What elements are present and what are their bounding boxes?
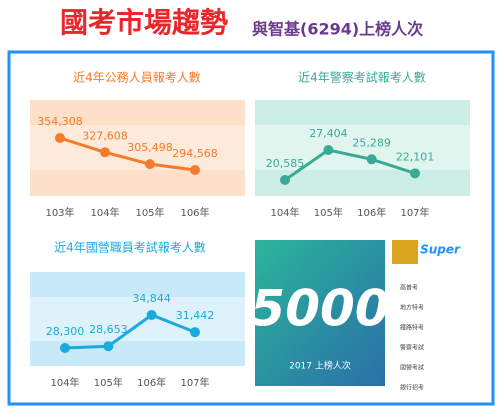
value-label: 22,101 xyxy=(396,150,435,163)
point xyxy=(323,145,334,155)
value-label: 25,289 xyxy=(352,136,391,149)
point xyxy=(410,168,420,179)
point xyxy=(190,327,200,338)
point xyxy=(366,154,377,165)
x-tick-label: 106年 xyxy=(180,206,209,219)
menu-item: 警察考試 xyxy=(400,344,424,352)
value-label: 327,608 xyxy=(82,129,128,142)
line xyxy=(284,148,416,182)
value-label: 31,442 xyxy=(176,309,215,322)
menu-item: 鐵路特考 xyxy=(400,324,424,332)
x-tick-label: 104年 xyxy=(50,376,79,389)
frame xyxy=(7,50,495,406)
value-label: 28,300 xyxy=(46,325,85,338)
plot-band xyxy=(30,297,245,341)
point xyxy=(145,159,155,170)
plot-band xyxy=(255,125,470,170)
point xyxy=(100,147,110,158)
x-tick-label: 104年 xyxy=(270,206,299,219)
menu-item: 地方特考 xyxy=(400,304,424,312)
line xyxy=(64,313,196,350)
line xyxy=(59,136,196,172)
x-tick-label: 107年 xyxy=(400,206,429,219)
x-tick-label: 103年 xyxy=(45,206,74,219)
header-subtitle: 與智基(6294)上榜人次 xyxy=(252,20,423,39)
brand: Super xyxy=(420,243,461,257)
menu-item: 國營考試 xyxy=(400,364,424,372)
promo-panel xyxy=(255,240,385,386)
x-tick-label: 106年 xyxy=(137,376,166,389)
point xyxy=(190,165,200,175)
chart-title: 近4年警察考試報考人數 xyxy=(298,70,426,85)
plot-band xyxy=(30,125,245,170)
x-tick-label: 107年 xyxy=(180,376,209,389)
chart-title: 近4年公務人員報考人數 xyxy=(73,71,201,85)
x-tick-label: 105年 xyxy=(314,206,343,219)
chart-title: 近4年國營職員考試報考人數 xyxy=(54,240,206,255)
point xyxy=(55,133,65,143)
point xyxy=(103,341,114,352)
menu-item: 銀行招考 xyxy=(400,384,424,392)
value-label: 294,568 xyxy=(172,147,218,160)
value-label: 354,308 xyxy=(37,115,83,128)
x-tick-label: 105年 xyxy=(135,206,164,219)
promo-caption: 2017 上榜人次 xyxy=(289,360,351,372)
header-title: 國考市場趨勢 xyxy=(60,6,228,39)
logo xyxy=(392,240,418,264)
value-label: 27,404 xyxy=(309,127,348,140)
menu-item: 高普考 xyxy=(400,284,418,292)
value-label: 20,585 xyxy=(266,157,305,170)
point xyxy=(60,343,70,353)
value-label: 28,653 xyxy=(89,323,128,336)
x-tick-label: 105年 xyxy=(94,376,123,389)
value-label: 305,498 xyxy=(127,141,173,154)
x-tick-label: 106年 xyxy=(357,206,386,219)
x-tick-label: 104年 xyxy=(90,206,119,219)
point xyxy=(280,175,290,185)
point xyxy=(146,310,157,320)
value-label: 34,844 xyxy=(132,292,171,305)
promo-number: 5000 xyxy=(250,280,389,338)
